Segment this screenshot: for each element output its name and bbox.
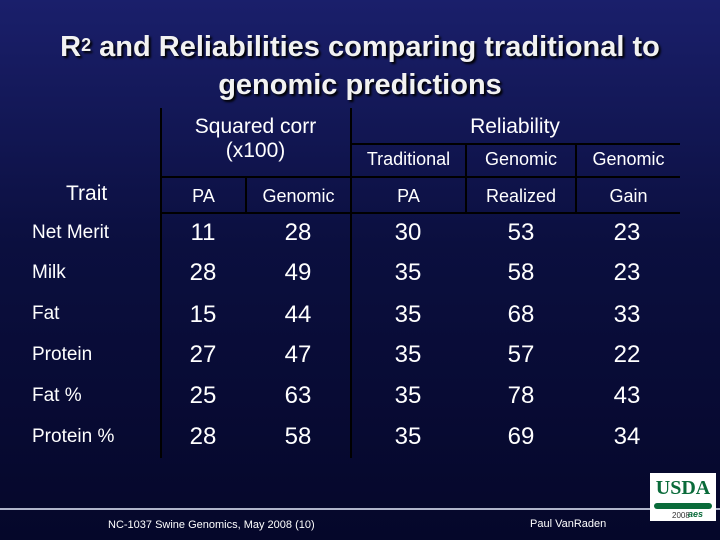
subheader-genomic-realized: Genomic [484,149,558,169]
column-header-realized: Realized [485,186,557,206]
cell-value: 44 [284,301,312,328]
cell-value: 53 [507,219,535,246]
usda-logo-text: USDA [655,477,711,499]
subheader-genomic-gain: Genomic [592,149,665,169]
cell-value: 30 [394,219,422,246]
row-trait: Protein % [32,426,115,447]
footer-left: NC-1037 Swine Genomics, May 2008 (10) [108,519,315,531]
squared-corr-unit: (x100) [225,139,286,162]
cell-value: 69 [507,423,535,450]
table-divider-left [160,108,162,458]
cell-value: 35 [394,423,422,450]
row-trait: Milk [32,262,66,283]
column-header-pa: PA [192,186,215,206]
row-trait: Fat % [32,385,82,406]
column-header-reliability-pa: PA [397,186,420,206]
column-header-gain: Gain [609,186,648,206]
column-header-genomic: Genomic [262,186,335,206]
title-line1-rest: and Reliabilities comparing traditional … [91,31,660,63]
header-underline [160,176,680,178]
table-divider-middle [350,108,352,458]
header-squared-corr: Squared corr (x100) [168,115,343,163]
row-trait: Net Merit [32,222,110,243]
cell-value: 78 [507,382,535,409]
usda-logo: USDA 2008 aes [650,473,716,521]
row-trait: Fat [32,303,60,324]
column-header-underline [160,212,680,214]
cell-value: 35 [394,382,422,409]
cell-value: 27 [189,341,217,368]
cell-value: 15 [189,301,217,328]
cell-value: 28 [189,259,217,286]
cell-value: 11 [190,219,216,246]
subheader-traditional: Traditional [366,149,451,169]
header-reliability: Reliability [470,115,560,138]
cell-value: 49 [284,259,312,286]
slide-title: R2 and Reliabilities comparing tradition… [0,28,720,104]
row-trait: Protein [32,344,93,365]
header-divider-3 [575,143,577,212]
footer-author: Paul VanRaden [530,518,607,530]
column-header-trait: Trait [66,182,108,205]
aes-logo-mark: aes [688,509,704,519]
cell-value: 23 [613,259,641,286]
footer-divider [0,508,720,510]
cell-value: 58 [507,259,535,286]
usda-logo-wave [654,503,712,509]
cell-value: 58 [284,423,312,450]
cell-value: 22 [613,341,641,368]
title-r: R [60,31,82,63]
reliability-underline [350,143,680,145]
cell-value: 28 [189,423,217,450]
cell-value: 23 [613,219,641,246]
cell-value: 47 [284,341,312,368]
cell-value: 25 [189,382,217,409]
cell-value: 43 [613,382,641,409]
cell-value: 68 [507,301,535,328]
cell-value: 28 [284,219,312,246]
title-line2: genomic predictions [218,69,502,101]
cell-value: 35 [394,301,422,328]
title-superscript: 2 [81,35,92,55]
squared-corr-label: Squared corr [194,115,317,138]
cell-value: 35 [394,259,422,286]
usda-logo-year: 2008 [672,511,690,520]
cell-value: 35 [394,341,422,368]
header-divider-2 [465,143,467,212]
cell-value: 57 [507,341,535,368]
cell-value: 34 [613,423,641,450]
cell-value: 63 [284,382,312,409]
cell-value: 33 [613,301,641,328]
header-divider-1 [245,176,247,212]
